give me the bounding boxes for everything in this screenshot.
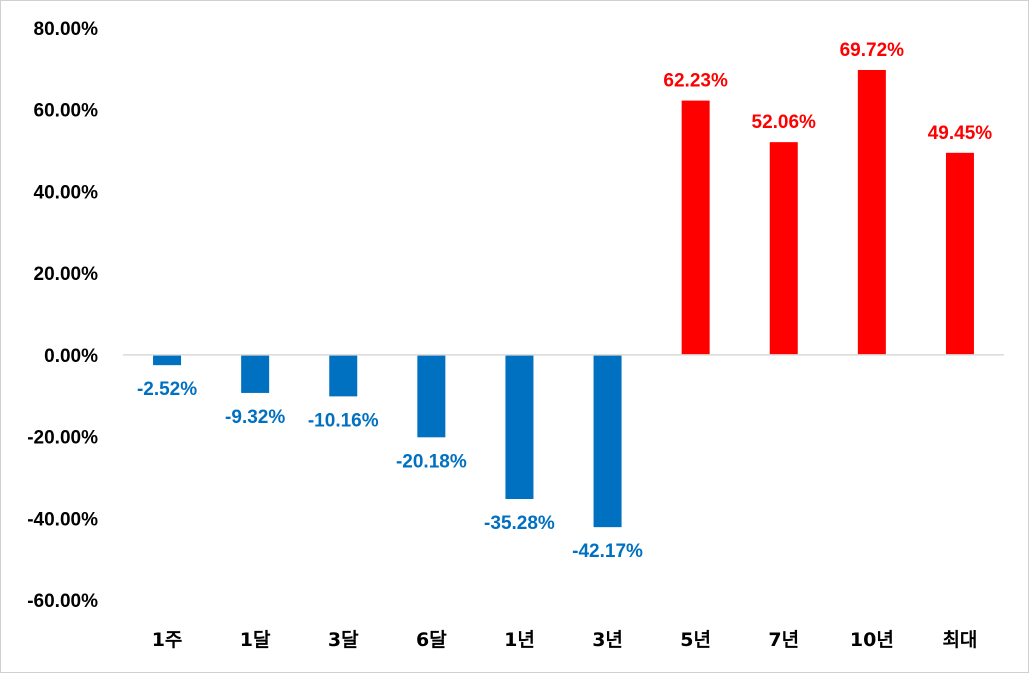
data-label: -42.17% <box>572 541 643 562</box>
bar-3년 <box>593 354 622 528</box>
data-label: -10.16% <box>308 410 379 431</box>
data-labels: -2.52% -9.32% -10.16% -20.18% -35.28% -42.17%… <box>137 40 992 562</box>
y-tick-label: 20.00% <box>34 264 99 285</box>
bar-10년 <box>857 70 886 355</box>
category-label: 10년 <box>850 629 894 651</box>
bar-최대 <box>945 152 974 355</box>
y-axis-ticks: 80.00% 60.00% 40.00% 20.00% 0.00% -20.00% -40.… <box>27 19 98 612</box>
bar-1달 <box>241 354 270 393</box>
data-label: -2.52% <box>137 379 197 400</box>
bar-3달 <box>329 354 358 397</box>
category-label: 최대 <box>942 629 977 651</box>
y-tick-label: -40.00% <box>27 509 98 530</box>
y-tick-label: -20.00% <box>27 428 98 449</box>
category-label: 3년 <box>592 629 623 651</box>
data-label: 49.45% <box>928 123 993 144</box>
data-label: -9.32% <box>225 407 285 428</box>
bar-1년 <box>505 354 534 500</box>
category-labels: 1주 1달 3달 6달 1년 3년 5년 7년 10년 최대 <box>152 629 978 651</box>
category-label: 3달 <box>328 629 359 651</box>
data-label: 52.06% <box>752 112 817 133</box>
data-label: 69.72% <box>840 40 905 61</box>
y-tick-label: 80.00% <box>34 19 99 40</box>
y-tick-label: 60.00% <box>34 101 99 122</box>
category-label: 6달 <box>416 629 447 651</box>
category-label: 1달 <box>240 629 271 651</box>
bar-7년 <box>769 142 798 355</box>
category-label: 1년 <box>504 629 535 651</box>
data-label: 62.23% <box>663 71 728 92</box>
bar-5년 <box>681 100 710 355</box>
data-label: -20.18% <box>396 451 467 472</box>
y-tick-label: 40.00% <box>34 182 99 203</box>
bar-6달 <box>417 354 446 438</box>
bar-1주 <box>153 354 182 366</box>
category-label: 1주 <box>152 629 183 651</box>
data-label: -35.28% <box>484 513 555 534</box>
category-label: 7년 <box>768 629 799 651</box>
y-tick-label: 0.00% <box>44 346 98 367</box>
bars <box>153 70 974 528</box>
category-label: 5년 <box>680 629 711 651</box>
y-tick-label: -60.00% <box>27 591 98 612</box>
